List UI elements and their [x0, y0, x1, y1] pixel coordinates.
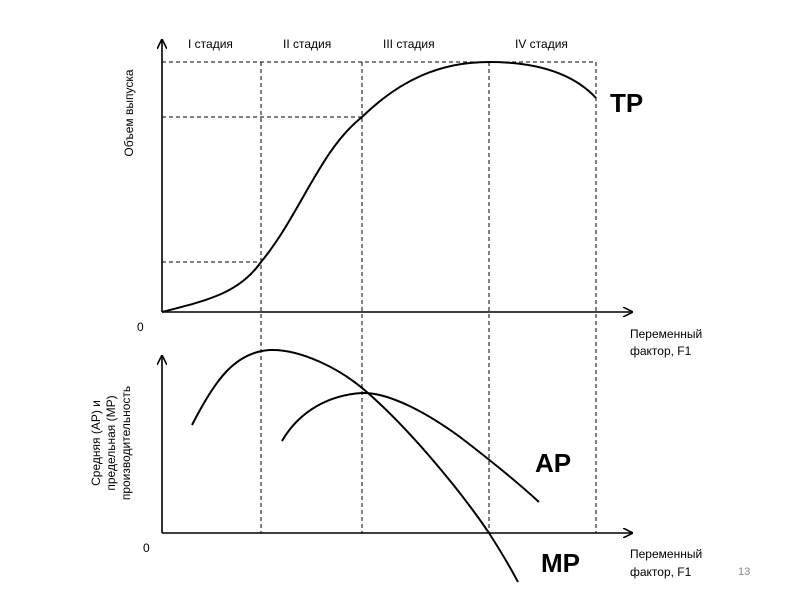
top-x-axis-label-line1: Переменный: [630, 327, 702, 341]
bottom-origin-label: 0: [143, 541, 150, 555]
bottom-y-axis-label: Средняя (АР) и предельная (МР) производи…: [89, 386, 133, 500]
bottom-y-axis-label-line2: предельная (МР): [104, 395, 118, 490]
bottom-x-axis-label-line2: фактор, F1: [630, 565, 692, 579]
level-guides: [162, 61, 596, 263]
bottom-y-axis-label-line3: производительность: [119, 386, 133, 500]
tp-curve: [161, 60, 597, 313]
tp-label: TP: [610, 88, 643, 118]
ap-curve: [281, 391, 540, 503]
bottom-x-axis-label-line1: Переменный: [630, 547, 702, 561]
mp-label: MP: [541, 548, 580, 578]
top-y-axis-label: Объем выпуска: [122, 69, 136, 156]
stage-1-label: I стадия: [188, 37, 233, 51]
bottom-y-axis-label-line1: Средняя (АР) и: [89, 400, 103, 486]
stage-3-label: III стадия: [383, 37, 435, 51]
page-number: 13: [738, 566, 750, 578]
top-origin-label: 0: [137, 320, 144, 334]
mp-curve: [191, 348, 519, 583]
stage-boundaries: [260, 62, 597, 533]
top-x-axis-label-line2: фактор, F1: [630, 344, 692, 358]
stage-4-label: IV стадия: [515, 37, 568, 51]
stage-2-label: II стадия: [283, 37, 331, 51]
ap-label: AP: [535, 448, 571, 478]
